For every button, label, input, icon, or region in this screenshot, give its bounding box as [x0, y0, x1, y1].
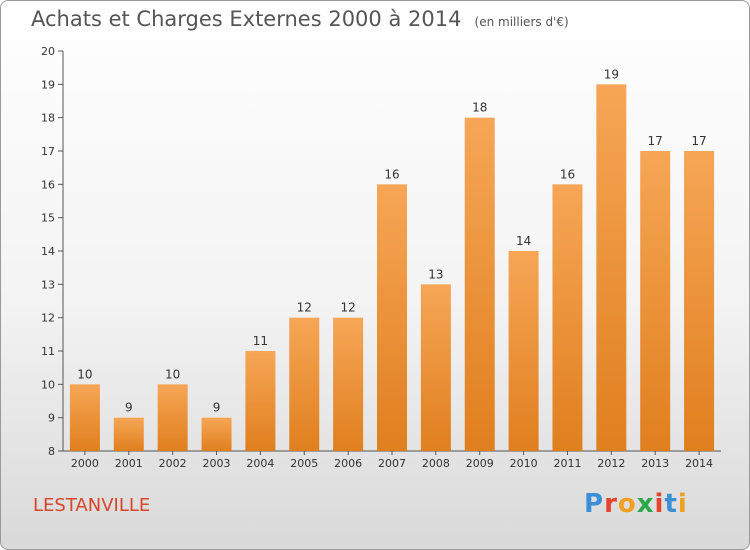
- bar: [113, 417, 144, 451]
- bar: [333, 317, 364, 451]
- bar: [640, 151, 671, 451]
- bar: [420, 284, 451, 451]
- data-label: 19: [604, 67, 619, 81]
- x-tick-label: 2013: [641, 457, 669, 470]
- data-label: 10: [165, 367, 180, 381]
- x-tick-label: 2003: [203, 457, 231, 470]
- y-tick-label: 16: [41, 178, 55, 191]
- x-tick-label: 2011: [553, 457, 581, 470]
- x-tick-label: 2009: [466, 457, 494, 470]
- logo-letter: P: [584, 489, 605, 519]
- y-tick-label: 8: [48, 445, 55, 458]
- bars: [69, 84, 715, 452]
- y-tick-label: 19: [41, 78, 55, 91]
- y-tick-label: 10: [41, 378, 55, 391]
- data-label: 9: [213, 401, 221, 415]
- y-tick-label: 11: [41, 345, 55, 358]
- bar: [684, 151, 715, 451]
- bar: [201, 417, 232, 451]
- y-tick-label: 17: [41, 145, 55, 158]
- bar: [377, 184, 407, 452]
- x-tick-label: 2006: [334, 457, 362, 470]
- bar: [508, 251, 539, 451]
- x-tick-label: 2007: [378, 457, 406, 470]
- chart-unit: (en milliers d'€): [474, 15, 569, 29]
- data-label: 9: [125, 401, 133, 415]
- data-label: 18: [472, 101, 487, 115]
- y-tick-label: 14: [41, 245, 55, 258]
- place-name: LESTANVILLE: [33, 495, 151, 516]
- logo-letter: x: [636, 489, 655, 519]
- x-tick-label: 2000: [71, 457, 99, 470]
- data-label: 16: [560, 167, 575, 181]
- x-tick-label: 2004: [246, 457, 274, 470]
- y-tick-label: 15: [41, 212, 55, 225]
- data-label: 17: [691, 134, 706, 148]
- bar: [69, 384, 100, 451]
- data-label: 10: [77, 367, 92, 381]
- x-tick-label: 2005: [290, 457, 318, 470]
- data-label: 12: [297, 301, 312, 315]
- proxiti-logo: Proxiti: [584, 489, 688, 519]
- x-tick-label: 2008: [422, 457, 450, 470]
- x-tick-label: 2014: [685, 457, 713, 470]
- chart-title-text: Achats et Charges Externes 2000 à 2014: [31, 7, 462, 31]
- y-tick-label: 13: [41, 278, 55, 291]
- bar: [552, 184, 583, 452]
- x-tick-label: 2001: [115, 457, 143, 470]
- x-tick-label: 2012: [597, 457, 625, 470]
- y-tick-label: 18: [41, 112, 55, 125]
- x-tick-label: 2002: [159, 457, 187, 470]
- axes: 8 9 10 11 12 13 14 15 16 17 18 19 20: [41, 45, 721, 458]
- bar: [596, 84, 627, 451]
- data-label: 16: [384, 167, 399, 181]
- data-label: 11: [253, 334, 268, 348]
- y-tick-label: 20: [41, 45, 55, 58]
- x-tick-label: 2010: [510, 457, 538, 470]
- data-label: 12: [340, 301, 355, 315]
- chart-title: Achats et Charges Externes 2000 à 2014 (…: [31, 7, 569, 31]
- logo-letter: r: [604, 489, 618, 519]
- logo-letter: o: [617, 489, 637, 519]
- y-tick-label: 9: [48, 412, 55, 425]
- data-label: 14: [516, 234, 531, 248]
- data-label: 13: [428, 267, 443, 281]
- logo-letter: i: [654, 489, 665, 519]
- labels: 2000 10 2001 9 2002 10 2003 9 2004 11 2005 12 2006 12…: [71, 67, 713, 470]
- bar: [464, 117, 495, 452]
- bar: [289, 317, 320, 451]
- bar: [157, 384, 188, 451]
- logo-letter: t: [664, 489, 678, 519]
- bar: [245, 351, 276, 451]
- logo-letter: i: [677, 489, 688, 519]
- y-tick-label: 12: [41, 312, 55, 325]
- data-label: 17: [648, 134, 663, 148]
